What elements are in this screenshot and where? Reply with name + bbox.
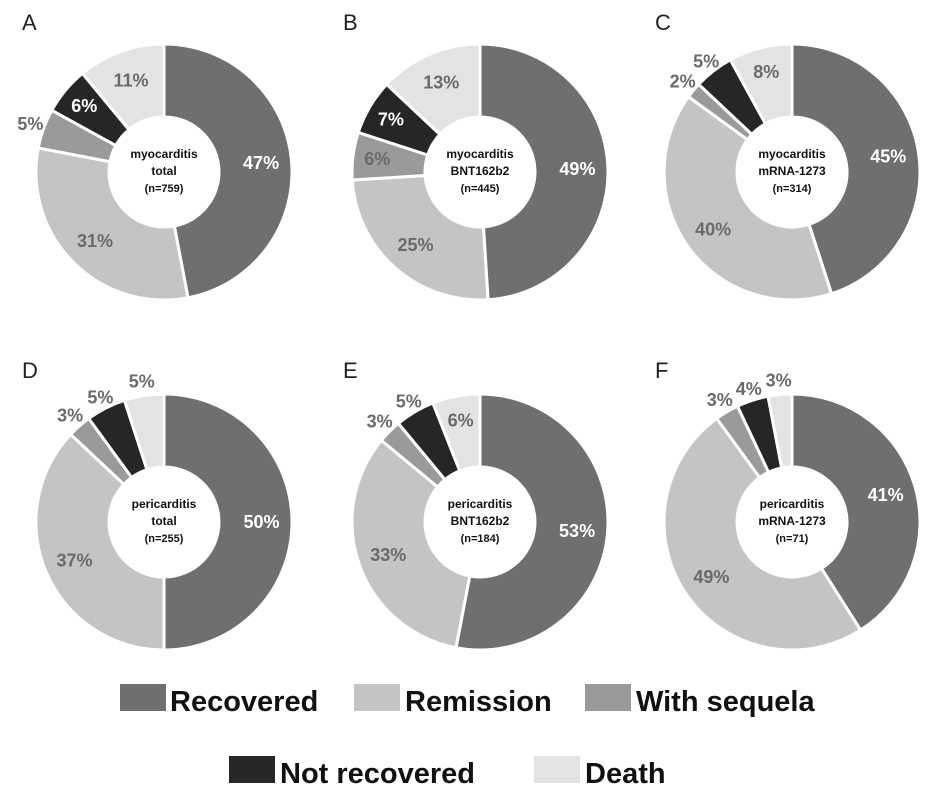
panel-a: A 47% 31% 5% 6% 11% myocarditis total (n=759): [17, 10, 294, 302]
center-label-f-1: mRNA-1273: [758, 514, 826, 528]
pct-label-f-remission: 49%: [693, 567, 729, 587]
center-label-f-2: (n=71): [776, 533, 809, 545]
slice-a-remission: [34, 146, 190, 302]
donut-panels: A 47% 31% 5% 6% 11% myocarditis total (n=759) B 49…: [17, 10, 922, 652]
pct-label-d-recovered: 50%: [243, 512, 279, 532]
panel-letter-e: E: [343, 358, 358, 383]
panel-letter-a: A: [22, 10, 37, 35]
center-label-e-0: pericarditis: [448, 497, 513, 511]
legend-swatch-recovered: [120, 684, 166, 711]
center-label-d-2: (n=255): [145, 533, 184, 545]
legend-swatch-with-sequela: [585, 684, 631, 711]
center-label-e-1: BNT162b2: [451, 514, 510, 528]
legend: Recovered Remission With sequela Not rec…: [120, 684, 815, 790]
pct-label-f-not-recovered: 4%: [736, 379, 762, 399]
pct-label-e-recovered: 53%: [559, 521, 595, 541]
legend-label-recovered: Recovered: [170, 686, 318, 718]
pct-label-a-remission: 31%: [77, 231, 113, 251]
legend-swatch-death: [534, 756, 580, 783]
center-label-b-0: myocarditis: [446, 147, 514, 161]
pct-label-c-not-recovered: 5%: [693, 51, 719, 71]
center-label-a-1: total: [151, 164, 176, 178]
center-label-c-0: myocarditis: [758, 147, 826, 161]
legend-label-not-recovered: Not recovered: [280, 758, 475, 790]
center-label-b-2: (n=445): [461, 183, 500, 195]
pct-label-b-death: 13%: [423, 73, 459, 93]
slice-b-recovered: [478, 42, 610, 302]
pct-label-a-recovered: 47%: [243, 153, 279, 173]
panel-f: F 41% 49% 3%4% 3% pericarditis mRNA-1273 (n=71): [655, 358, 922, 652]
pct-label-e-with-sequela: 3%: [367, 412, 393, 432]
slice-f-death: [766, 392, 794, 470]
pct-label-e-death: 6%: [448, 410, 474, 430]
slice-e-recovered: [454, 392, 610, 652]
slice-e-remission: [350, 438, 472, 650]
pct-label-f-recovered: 41%: [868, 485, 904, 505]
panel-letter-b: B: [343, 10, 358, 35]
legend-label-remission: Remission: [405, 686, 552, 718]
slice-b-death: [385, 42, 482, 136]
pct-label-b-with-sequela: 6%: [364, 149, 390, 169]
legend-swatch-not-recovered: [229, 756, 275, 783]
pct-label-d-remission: 37%: [57, 551, 93, 571]
pct-label-f-death: 3%: [766, 371, 792, 391]
center-label-d-1: total: [151, 514, 176, 528]
panel-letter-f: F: [655, 358, 668, 383]
panel-letter-d: D: [22, 358, 38, 383]
pct-label-a-death: 11%: [113, 70, 148, 90]
pct-label-a-not-recovered: 6%: [71, 96, 97, 116]
slice-c-remission: [662, 95, 834, 302]
slice-d-recovered: [162, 392, 294, 652]
slice-d-death: [122, 392, 166, 472]
legend-swatch-remission: [354, 684, 400, 711]
panel-c: C 45% 40% 2%5% 8% myocarditis mRNA-1273 (n=314): [655, 10, 922, 302]
panel-b: B 49% 25% 6% 7% 13% myocarditis BNT162b2 (n=445): [343, 10, 610, 302]
center-label-c-1: mRNA-1273: [758, 164, 826, 178]
panel-letter-c: C: [655, 10, 671, 35]
slice-c-death: [728, 42, 794, 126]
slice-e-death: [431, 392, 482, 473]
panel-e: E 53% 33% 3%5% 6% pericarditis BNT162b2 (n=184): [343, 358, 610, 652]
center-label-a-2: (n=759): [145, 183, 184, 195]
pct-label-d-with-sequela: 3%: [57, 405, 83, 425]
slice-f-remission: [662, 416, 863, 652]
slice-d-remission: [34, 432, 166, 652]
center-label-e-2: (n=184): [461, 533, 500, 545]
pct-label-e-remission: 33%: [370, 545, 406, 565]
pct-label-f-with-sequela: 3%: [707, 390, 733, 410]
pct-label-c-with-sequela: 2%: [670, 71, 696, 91]
pct-label-b-not-recovered: 7%: [378, 109, 404, 129]
pct-label-d-not-recovered: 5%: [87, 387, 113, 407]
center-label-f-0: pericarditis: [760, 497, 825, 511]
slice-a-recovered: [162, 42, 294, 300]
center-label-d-0: pericarditis: [132, 497, 197, 511]
center-label-c-2: (n=314): [773, 183, 812, 195]
pct-label-b-remission: 25%: [398, 235, 434, 255]
legend-label-with-sequela: With sequela: [636, 686, 815, 718]
center-label-b-1: BNT162b2: [451, 164, 510, 178]
slice-a-death: [80, 42, 166, 132]
center-label-a-0: myocarditis: [130, 147, 198, 161]
slice-b-remission: [350, 173, 490, 302]
pct-label-b-recovered: 49%: [559, 159, 595, 179]
pct-label-a-with-sequela: 5%: [17, 114, 43, 134]
pct-label-d-death: 5%: [129, 372, 155, 392]
slice-c-recovered: [790, 42, 922, 296]
pct-label-c-recovered: 45%: [870, 147, 906, 167]
pct-label-c-death: 8%: [753, 62, 779, 82]
legend-label-death: Death: [585, 758, 666, 790]
pct-label-c-remission: 40%: [695, 219, 731, 239]
pct-label-e-not-recovered: 5%: [396, 391, 422, 411]
